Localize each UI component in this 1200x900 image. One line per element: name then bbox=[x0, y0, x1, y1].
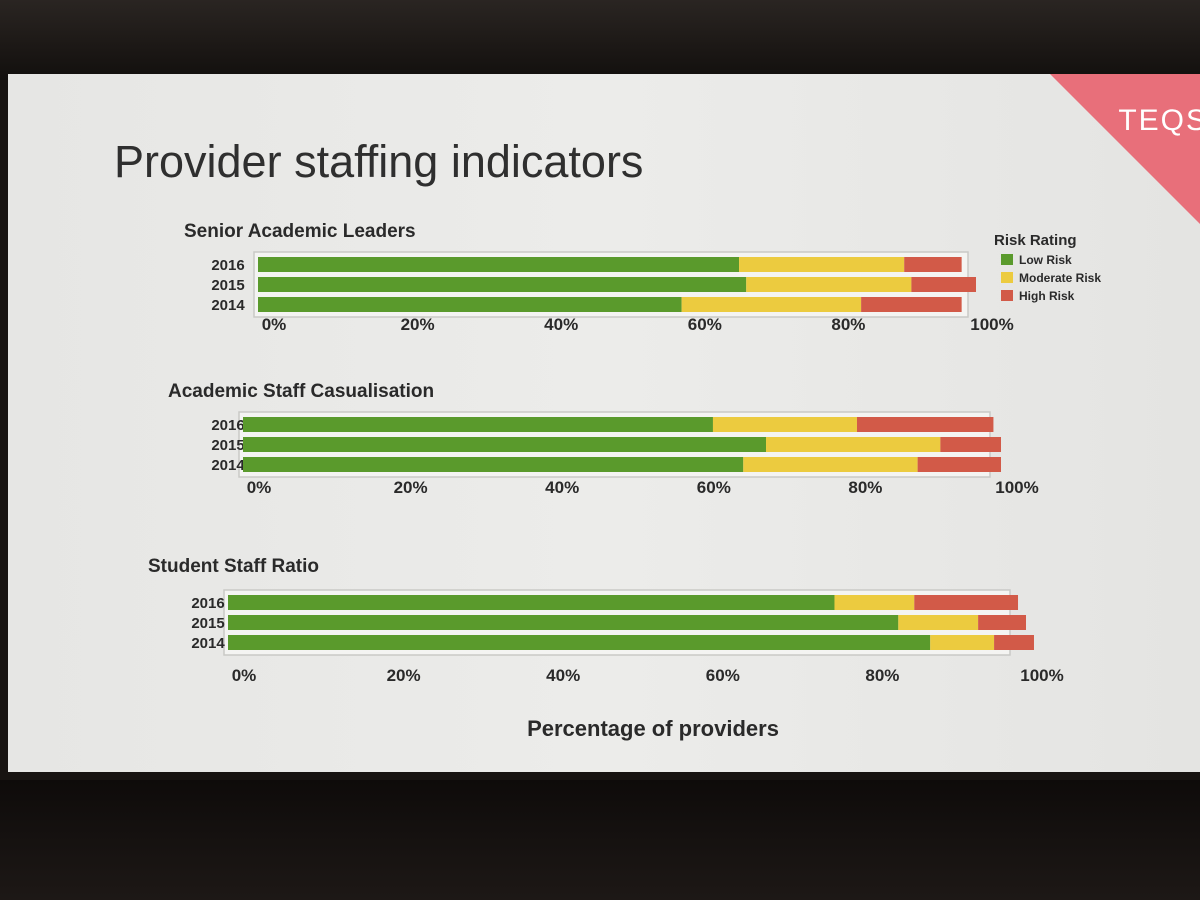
year-label: 2016 bbox=[191, 595, 224, 612]
year-label: 2014 bbox=[191, 635, 225, 652]
chart-panel-1: Senior Academic Leaders 2016 2015 2014 0% 20%… bbox=[184, 221, 1014, 334]
x-tick-label: 80% bbox=[865, 666, 899, 685]
bar-segment-moderate-risk bbox=[681, 297, 862, 312]
bar-segment-moderate-risk bbox=[743, 457, 918, 472]
bar-segment-low-risk bbox=[228, 615, 899, 630]
bar-segment-moderate-risk bbox=[930, 635, 995, 650]
bar-segment-moderate-risk bbox=[712, 417, 857, 432]
bar-segment-low-risk bbox=[228, 635, 931, 650]
x-tick-label: 40% bbox=[546, 666, 580, 685]
x-tick-label: 0% bbox=[232, 666, 257, 685]
bar-segment-moderate-risk bbox=[739, 257, 905, 272]
x-tick-label: 20% bbox=[394, 478, 428, 497]
bar-segment-moderate-risk bbox=[898, 615, 979, 630]
legend-label: Low Risk bbox=[1019, 253, 1072, 267]
room-background-top bbox=[0, 0, 1200, 80]
bar-segment-low-risk bbox=[243, 417, 713, 432]
brand-logo-text: TEQS bbox=[1118, 104, 1200, 137]
x-tick-label: 100% bbox=[970, 315, 1013, 334]
x-tick-label: 20% bbox=[401, 315, 435, 334]
chart-panel-2: Academic Staff Casualisation 2016 2015 2014… bbox=[168, 381, 1039, 497]
bar-segment-low-risk bbox=[243, 437, 767, 452]
x-tick-label: 60% bbox=[688, 315, 722, 334]
bar-segment-low-risk bbox=[258, 297, 682, 312]
legend-label: High Risk bbox=[1019, 289, 1075, 303]
bar-segment-high-risk bbox=[856, 417, 994, 432]
x-tick-label: 80% bbox=[831, 315, 865, 334]
bar-segment-high-risk bbox=[917, 457, 1001, 472]
x-tick-label: 0% bbox=[262, 315, 287, 334]
x-tick-label: 60% bbox=[697, 478, 731, 497]
x-tick-label: 100% bbox=[995, 478, 1038, 497]
x-tick-label: 80% bbox=[848, 478, 882, 497]
bar-segment-low-risk bbox=[243, 457, 744, 472]
slide-title: Provider staffing indicators bbox=[114, 136, 644, 187]
x-tick-label: 20% bbox=[387, 666, 421, 685]
legend-title: Risk Rating bbox=[994, 232, 1077, 249]
legend: Risk Rating Low Risk Moderate Risk High Ris… bbox=[994, 232, 1101, 303]
bar-segment-moderate-risk bbox=[834, 595, 915, 610]
year-label: 2015 bbox=[211, 277, 244, 294]
bar-segment-low-risk bbox=[258, 257, 740, 272]
bar-segment-high-risk bbox=[861, 297, 962, 312]
bar-segment-high-risk bbox=[994, 635, 1034, 650]
bar-segment-moderate-risk bbox=[766, 437, 941, 452]
bar-segment-moderate-risk bbox=[746, 277, 912, 292]
legend-swatch bbox=[1001, 254, 1013, 265]
x-tick-label: 60% bbox=[706, 666, 740, 685]
legend-label: Moderate Risk bbox=[1019, 271, 1101, 285]
legend-swatch bbox=[1001, 290, 1013, 301]
year-label: 2014 bbox=[211, 297, 245, 314]
projected-slide: TEQS Provider staffing indicators Senior… bbox=[8, 74, 1200, 772]
bar-segment-high-risk bbox=[904, 257, 962, 272]
chart-title: Senior Academic Leaders bbox=[184, 221, 416, 242]
year-label: 2014 bbox=[211, 457, 245, 474]
year-label: 2015 bbox=[191, 615, 224, 632]
legend-swatch bbox=[1001, 272, 1013, 283]
chart-panel-3: Student Staff Ratio 2016 2015 2014 0% 20% 40% 6… bbox=[148, 556, 1064, 741]
x-axis-title: Percentage of providers bbox=[527, 716, 779, 741]
year-label: 2015 bbox=[211, 437, 244, 454]
x-tick-label: 0% bbox=[247, 478, 272, 497]
x-tick-label: 40% bbox=[545, 478, 579, 497]
bar-segment-high-risk bbox=[940, 437, 1001, 452]
bar-segment-high-risk bbox=[914, 595, 1019, 610]
bar-segment-low-risk bbox=[258, 277, 747, 292]
bar-segment-low-risk bbox=[228, 595, 835, 610]
bar-segment-high-risk bbox=[911, 277, 976, 292]
year-label: 2016 bbox=[211, 257, 244, 274]
chart-title: Academic Staff Casualisation bbox=[168, 381, 434, 402]
chart-title: Student Staff Ratio bbox=[148, 556, 319, 577]
year-label: 2016 bbox=[211, 417, 244, 434]
x-tick-label: 40% bbox=[544, 315, 578, 334]
x-tick-label: 100% bbox=[1020, 666, 1063, 685]
bar-segment-high-risk bbox=[978, 615, 1026, 630]
room-background-bottom bbox=[0, 780, 1200, 900]
